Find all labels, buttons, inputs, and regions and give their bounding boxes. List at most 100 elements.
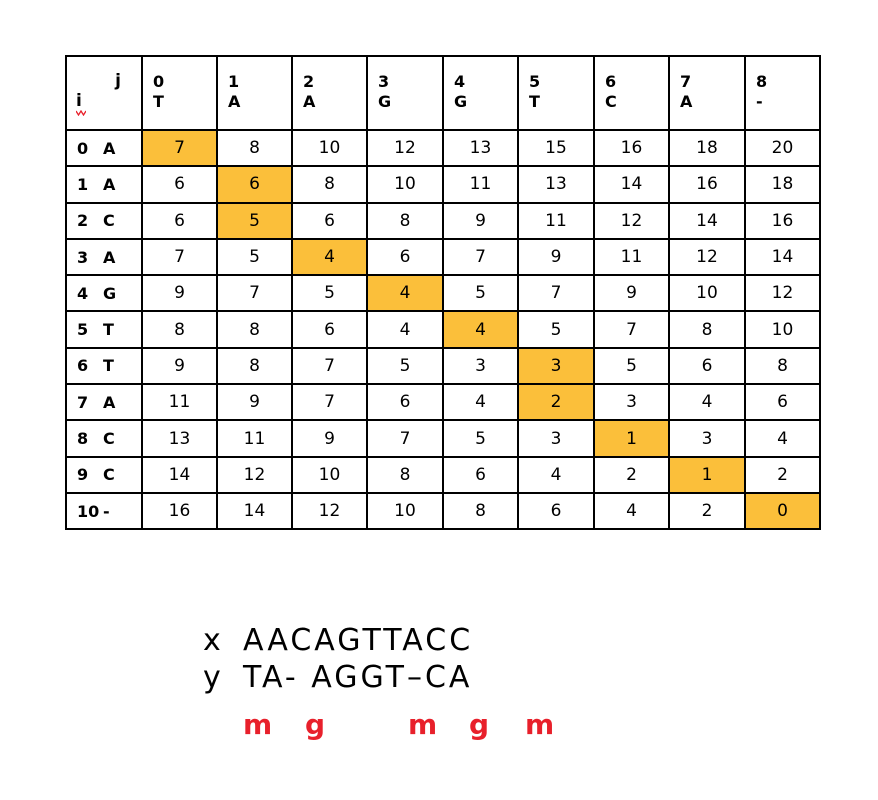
- table-cell: 12: [593, 201, 670, 240]
- table-cell: 7: [141, 237, 218, 277]
- table-cell: 9: [291, 419, 368, 458]
- table-row: 7 A 11 9 7 6 4 2 3 4 6: [65, 383, 821, 422]
- table-cell: 11: [141, 383, 218, 422]
- column-char: C: [605, 92, 617, 111]
- path-cell: 4: [366, 274, 444, 313]
- table-cell: 12: [744, 274, 821, 313]
- table-row: 10-16 14 12 10 8 6 4 2 0: [65, 491, 821, 531]
- column-index: 8: [756, 72, 768, 91]
- table-cell: 3: [668, 419, 746, 458]
- table-cell: 9: [216, 383, 293, 422]
- table-cell: 7: [517, 274, 595, 313]
- row-char: A: [103, 174, 116, 194]
- table-cell: 14: [668, 201, 746, 240]
- row-index: 4: [77, 283, 89, 303]
- column-char: A: [680, 92, 693, 111]
- i-label: i: [76, 91, 82, 111]
- row-char: T: [103, 356, 114, 376]
- table-cell: 7: [291, 346, 368, 386]
- table-cell: 6: [366, 383, 444, 422]
- alignment-x-line: x AACAGTTACC: [203, 622, 473, 659]
- alignment-block: x AACAGTTACC y TA- AGGT–CA: [203, 622, 473, 696]
- table-row: 0 A 7 8 10 12 13 15 16 18 20: [65, 128, 821, 168]
- table-cell: 4: [442, 383, 519, 422]
- wavy-underline-icon: [76, 110, 86, 116]
- table-cell: 14: [141, 455, 218, 494]
- table-cell: 10: [291, 128, 368, 168]
- table-cell: 9: [141, 274, 218, 313]
- table-cell: 5: [442, 419, 519, 458]
- table-cell: 14: [593, 165, 670, 204]
- row-char: A: [103, 138, 116, 158]
- table-cell: 9: [141, 346, 218, 386]
- table-cell: 8: [141, 310, 218, 349]
- table-cell: 15: [517, 128, 595, 168]
- table-cell: 8: [744, 346, 821, 386]
- table-cell: 8: [668, 310, 746, 349]
- path-cell: 1: [593, 419, 670, 458]
- table-cell: 3: [593, 383, 670, 422]
- table-cell: 6: [141, 201, 218, 240]
- corner-cell: j i: [65, 55, 143, 131]
- row-index: 0: [77, 138, 89, 158]
- table-cell: 7: [366, 419, 444, 458]
- table-cell: 8: [366, 455, 444, 494]
- table-cell: 12: [668, 237, 746, 277]
- table-cell: 2: [668, 491, 746, 531]
- row-header: 10-: [65, 491, 143, 531]
- column-char: T: [153, 92, 164, 111]
- row-index: 10: [77, 501, 100, 521]
- path-cell: 1: [668, 455, 746, 494]
- table-cell: 8: [366, 201, 444, 240]
- column-char: A: [228, 92, 241, 111]
- table-cell: 13: [442, 128, 519, 168]
- table-cell: 6: [141, 165, 218, 204]
- table-cell: 13: [141, 419, 218, 458]
- row-char: G: [103, 283, 117, 303]
- table-cell: 4: [517, 455, 595, 494]
- table-cell: 5: [216, 237, 293, 277]
- row-index: 9: [77, 465, 89, 485]
- table-cell: 7: [593, 310, 670, 349]
- table-cell: 12: [216, 455, 293, 494]
- path-cell: 7: [141, 128, 218, 168]
- table-cell: 10: [291, 455, 368, 494]
- row-char: A: [103, 247, 116, 267]
- table-cell: 2: [593, 455, 670, 494]
- path-cell: 3: [517, 346, 595, 386]
- table-cell: 18: [744, 165, 821, 204]
- column-index: 6: [605, 72, 617, 91]
- column-char: G: [454, 92, 468, 111]
- table-cell: 5: [291, 274, 368, 313]
- table-cell: 3: [442, 346, 519, 386]
- column-char: G: [378, 92, 392, 111]
- table-cell: 4: [668, 383, 746, 422]
- table-cell: 5: [366, 346, 444, 386]
- column-index: 7: [680, 72, 692, 91]
- row-char: A: [103, 392, 116, 412]
- column-index: 1: [228, 72, 240, 91]
- table-row: 3 A 7 5 4 6 7 9 11 12 14: [65, 237, 821, 277]
- row-char: T: [103, 320, 114, 340]
- table-cell: 6: [442, 455, 519, 494]
- table-cell: 11: [593, 237, 670, 277]
- row-char: -: [103, 501, 110, 521]
- table-cell: 16: [141, 491, 218, 531]
- column-index: 3: [378, 72, 390, 91]
- path-cell: 5: [216, 201, 293, 240]
- table-cell: 14: [744, 237, 821, 277]
- table-cell: 20: [744, 128, 821, 168]
- gap-mark: g: [469, 708, 490, 741]
- table-cell: 3: [517, 419, 595, 458]
- table-cell: 8: [216, 346, 293, 386]
- table-cell: 6: [366, 237, 444, 277]
